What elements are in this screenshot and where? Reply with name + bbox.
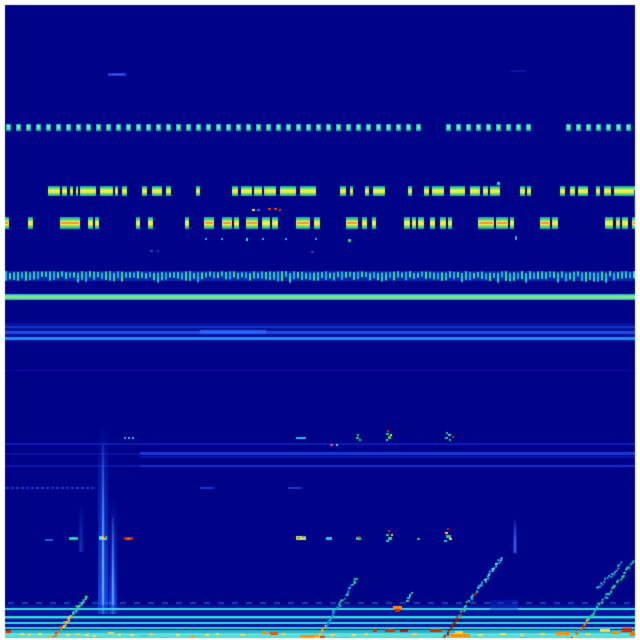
spectrogram-figure	[0, 0, 640, 640]
spectrogram-heatmap	[0, 0, 640, 640]
